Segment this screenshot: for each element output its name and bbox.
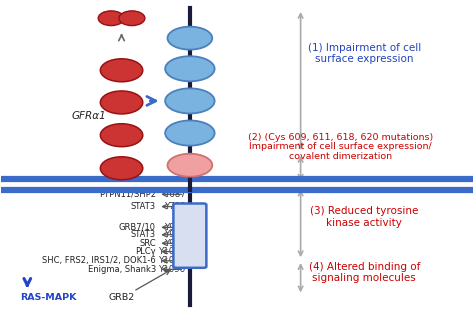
- Text: (3) Reduced tyrosine
kinase activity: (3) Reduced tyrosine kinase activity: [310, 206, 419, 228]
- Ellipse shape: [100, 91, 143, 114]
- Ellipse shape: [167, 154, 212, 177]
- Text: GFRα1: GFRα1: [71, 111, 106, 121]
- Text: covalent dimerization: covalent dimerization: [289, 151, 392, 161]
- Text: Y1062: Y1062: [159, 256, 187, 265]
- Text: SRC: SRC: [139, 239, 156, 248]
- Text: (2) (Cys 609, 611, 618, 620 mutations): (2) (Cys 609, 611, 618, 620 mutations): [248, 133, 433, 142]
- Ellipse shape: [100, 124, 143, 147]
- Text: SHC, FRS2, IRS1/2, DOK1-6: SHC, FRS2, IRS1/2, DOK1-6: [42, 256, 156, 265]
- Text: Y687: Y687: [165, 190, 187, 199]
- Ellipse shape: [100, 59, 143, 82]
- Ellipse shape: [167, 27, 212, 50]
- Ellipse shape: [98, 11, 124, 26]
- Text: (4) Altered binding of
signaling molecules: (4) Altered binding of signaling molecul…: [309, 262, 420, 283]
- Text: GRB7/10: GRB7/10: [119, 223, 156, 232]
- Ellipse shape: [100, 157, 143, 180]
- Text: PTPN11/SHP2: PTPN11/SHP2: [99, 190, 156, 199]
- Text: RAS-MAPK: RAS-MAPK: [20, 293, 77, 302]
- Text: (1) Impairment of cell
surface expression: (1) Impairment of cell surface expressio…: [308, 43, 421, 64]
- Ellipse shape: [165, 56, 215, 81]
- Text: Y1015: Y1015: [159, 247, 187, 256]
- Text: Y905: Y905: [165, 223, 187, 232]
- Text: GRB2: GRB2: [109, 293, 135, 302]
- Ellipse shape: [165, 121, 215, 146]
- Text: Y1096: Y1096: [159, 265, 187, 274]
- Text: Y752: Y752: [165, 202, 187, 211]
- Text: Enigma, Shank3: Enigma, Shank3: [88, 265, 156, 274]
- Text: STAT3: STAT3: [131, 230, 156, 239]
- Text: Y928: Y928: [165, 230, 187, 239]
- Ellipse shape: [119, 11, 145, 26]
- Text: PLCγ: PLCγ: [135, 247, 156, 256]
- FancyBboxPatch shape: [173, 204, 206, 268]
- Ellipse shape: [165, 88, 215, 113]
- Text: Impairment of cell surface expression/: Impairment of cell surface expression/: [249, 142, 432, 151]
- Text: STAT3: STAT3: [131, 202, 156, 211]
- Text: Y981: Y981: [165, 239, 187, 248]
